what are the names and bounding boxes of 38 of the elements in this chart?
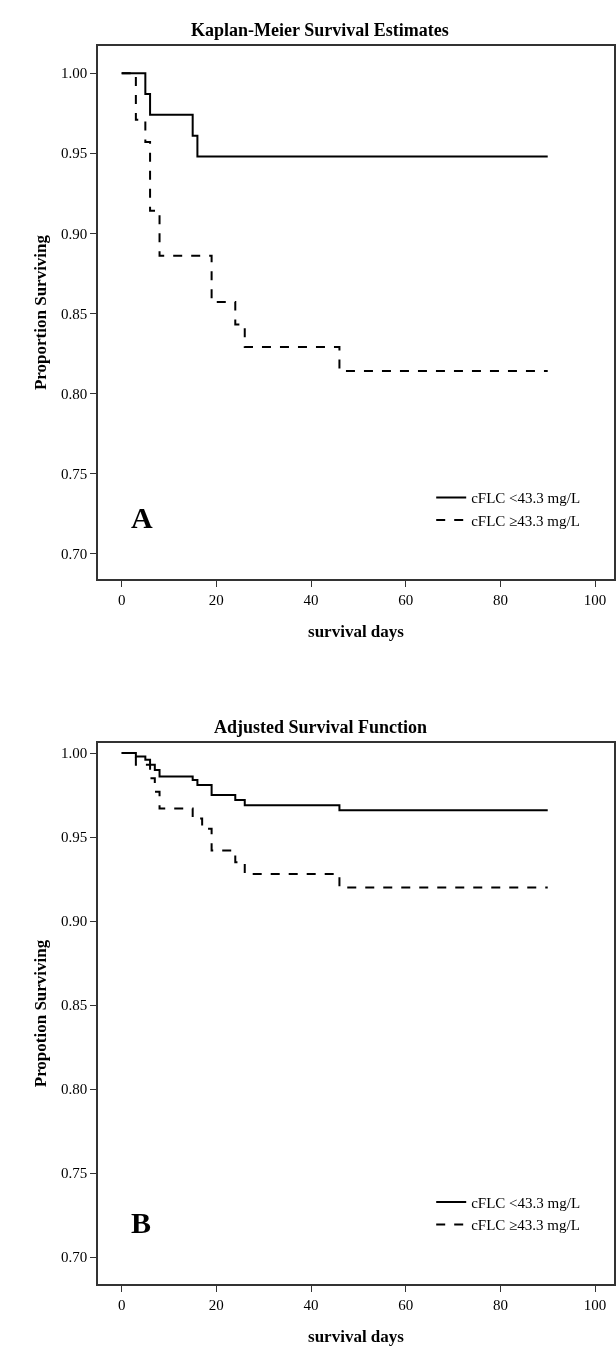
y-tick-label: 0.85 (61, 997, 88, 1014)
chart-title: Adjusted Survival Function (214, 717, 428, 737)
y-tick-label: 0.95 (61, 145, 88, 162)
x-tick-label: 80 (492, 591, 508, 608)
y-axis-title: Proportion Surviving (31, 234, 51, 391)
y-axis-title: Propotion Surviving (31, 939, 51, 1088)
legend-label: cFLC ≥43.3 mg/L (471, 512, 580, 529)
x-axis-title: survival days (308, 621, 405, 641)
x-tick-label: 100 (583, 591, 607, 608)
x-tick-label: 20 (208, 591, 224, 608)
legend-label: cFLC <43.3 mg/L (471, 490, 581, 507)
y-tick-label: 0.95 (61, 829, 88, 846)
x-tick-label: 0 (117, 591, 126, 608)
y-tick-label: 0.85 (61, 305, 88, 322)
y-tick-label: 0.75 (61, 1165, 88, 1182)
y-tick-label: 0.90 (61, 225, 88, 242)
x-tick-label: 0 (117, 1296, 126, 1313)
chart-title: Kaplan-Meier Survival Estimates (191, 20, 449, 40)
legend-label: cFLC <43.3 mg/L (471, 1194, 581, 1211)
x-tick-label: 80 (492, 1296, 508, 1313)
y-tick-label: 1.00 (61, 745, 88, 762)
x-axis-title: survival days (308, 1326, 405, 1346)
y-tick-label: 0.80 (61, 1081, 88, 1098)
x-tick-label: 40 (303, 1296, 319, 1313)
x-tick-label: 60 (398, 1296, 414, 1313)
y-tick-label: 0.80 (61, 385, 88, 402)
x-tick-label: 20 (208, 1296, 224, 1313)
y-tick-label: 0.70 (61, 1249, 88, 1266)
y-tick-label: 0.90 (61, 913, 88, 930)
annotation: B (131, 1206, 152, 1239)
annotation: A (131, 501, 153, 534)
y-tick-label: 1.00 (61, 65, 88, 82)
y-tick-label: 0.75 (61, 465, 88, 482)
x-tick-label: 40 (303, 591, 319, 608)
legend-label: cFLC ≥43.3 mg/L (471, 1217, 580, 1234)
y-tick-label: 0.70 (61, 545, 88, 562)
x-tick-label: 60 (398, 591, 414, 608)
x-tick-label: 100 (583, 1296, 607, 1313)
